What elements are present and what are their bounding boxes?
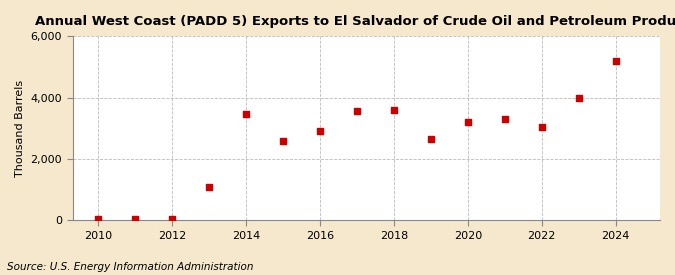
Point	[167, 216, 178, 221]
Text: Source: U.S. Energy Information Administration: Source: U.S. Energy Information Administ…	[7, 262, 253, 272]
Point	[462, 120, 473, 124]
Point	[278, 138, 289, 143]
Point	[130, 217, 141, 221]
Point	[204, 184, 215, 189]
Point	[389, 108, 400, 112]
Point	[573, 95, 584, 100]
Point	[610, 59, 621, 63]
Point	[500, 117, 510, 121]
Y-axis label: Thousand Barrels: Thousand Barrels	[15, 80, 25, 177]
Point	[425, 137, 436, 141]
Point	[93, 216, 104, 221]
Point	[352, 109, 362, 114]
Title: Annual West Coast (PADD 5) Exports to El Salvador of Crude Oil and Petroleum Pro: Annual West Coast (PADD 5) Exports to El…	[34, 15, 675, 28]
Point	[241, 112, 252, 117]
Point	[537, 125, 547, 129]
Point	[315, 129, 325, 133]
